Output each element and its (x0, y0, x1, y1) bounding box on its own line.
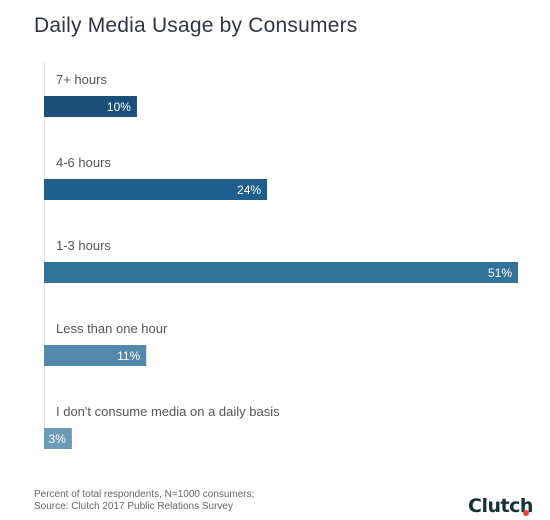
footnote: Percent of total respondents, N=1000 con… (34, 489, 254, 513)
footnote-source: Source: Clutch 2017 Public Relations Sur… (34, 501, 233, 512)
bar (44, 262, 518, 283)
bar (44, 179, 268, 200)
bar (44, 345, 147, 366)
value-label: 11% (117, 349, 140, 363)
value-label: 24% (237, 183, 261, 197)
category-label: Less than one hour (56, 321, 168, 336)
chart-title: Daily Media Usage by Consumers (34, 14, 358, 37)
category-label: 1-3 hours (56, 238, 111, 253)
value-label: 3% (49, 432, 67, 446)
value-label: 51% (488, 266, 512, 280)
category-label: 4-6 hours (56, 155, 111, 170)
bar (44, 96, 137, 117)
footnote-respondents: Percent of total respondents, N=1000 con… (34, 489, 255, 500)
clutch-logo: Clutch (468, 495, 533, 517)
bar (44, 428, 72, 449)
clutch-logo-dot (523, 510, 529, 516)
value-label: 10% (107, 100, 131, 114)
category-label: I don't consume media on a daily basis (56, 404, 280, 419)
category-label: 7+ hours (56, 72, 107, 87)
